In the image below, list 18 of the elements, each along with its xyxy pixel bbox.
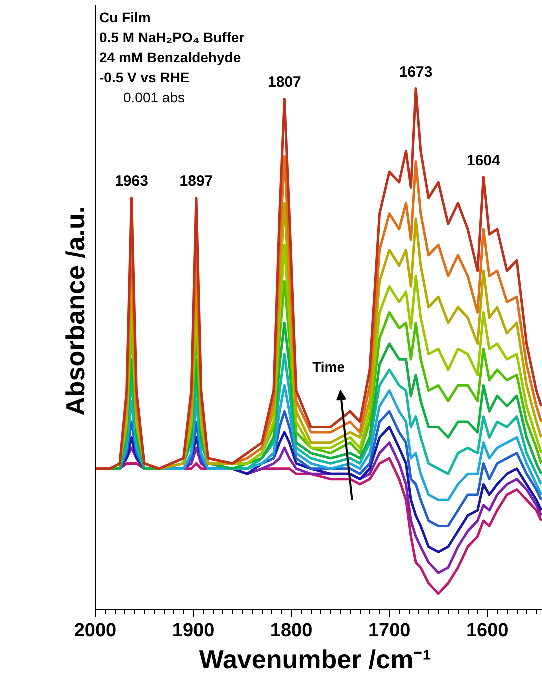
- text: -0.5 V vs RHE: [100, 70, 190, 86]
- x-tick-label: 1600: [466, 620, 509, 642]
- annotation: 1604: [467, 152, 502, 170]
- x-tick-label: 2000: [74, 620, 117, 642]
- x-axis-title: Wavenumber /cm⁻¹: [199, 644, 432, 674]
- y-axis-title: Absorbance /a.u.: [60, 206, 90, 416]
- annotation: 1673: [399, 64, 433, 81]
- text: 24 mM Benzaldehyde: [100, 50, 242, 66]
- x-tick-label: 1700: [368, 620, 411, 642]
- text: Cu Film: [100, 10, 151, 26]
- x-tick-label: 1900: [172, 620, 215, 642]
- annotation: Time: [312, 359, 346, 376]
- annotation: 1963: [115, 173, 148, 190]
- annotation: 1807: [268, 74, 302, 92]
- annotation: 1897: [180, 173, 214, 190]
- annotation: 0.001 abs: [124, 90, 185, 106]
- x-tick-label: 1800: [270, 620, 313, 642]
- text: 0.5 M NaH₂PO₄ Buffer: [100, 30, 246, 46]
